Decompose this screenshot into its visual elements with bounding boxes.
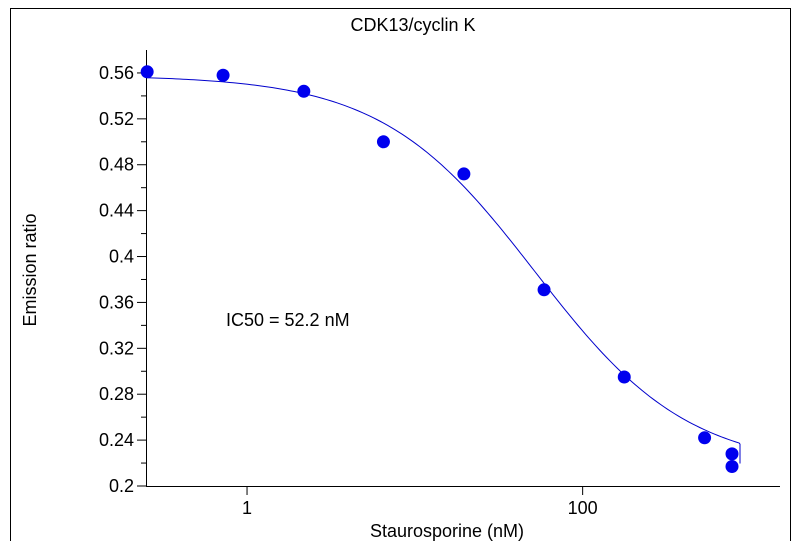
- data-point: [216, 68, 230, 82]
- y-tick-label: 0.44: [99, 201, 134, 221]
- y-tick-label: 0.32: [99, 338, 134, 358]
- data-point: [725, 459, 739, 473]
- x-tick-label: 100: [568, 498, 598, 518]
- data-points: [140, 65, 739, 473]
- data-point: [457, 167, 471, 181]
- x-axis-label: Staurosporine (nM): [370, 521, 524, 541]
- y-tick-label: 0.28: [99, 384, 134, 404]
- y-tick-label: 0.48: [99, 155, 134, 175]
- data-point: [376, 135, 390, 149]
- data-point: [297, 84, 311, 98]
- x-tick-label: 1: [242, 498, 252, 518]
- data-point: [698, 431, 712, 445]
- y-tick-label: 0.36: [99, 292, 134, 312]
- data-point: [617, 370, 631, 384]
- data-point: [725, 447, 739, 461]
- figure-frame: [10, 8, 791, 541]
- y-axis-ticks: 0.2 0.24 0.28 0.32 0.36 0.4 0.44 0.48 0.52 0.56: [99, 63, 146, 496]
- x-axis-ticks: 1 100: [242, 486, 598, 518]
- ic50-annotation: IC50 = 52.2 nM: [226, 310, 350, 330]
- y-tick-label: 0.52: [99, 109, 134, 129]
- y-tick-label: 0.2: [109, 476, 134, 496]
- y-tick-label: 0.4: [109, 247, 134, 267]
- chart-title: CDK13/cyclin K: [350, 15, 475, 35]
- y-tick-label: 0.56: [99, 63, 134, 83]
- y-axis-label: Emission ratio: [20, 213, 40, 326]
- data-point: [140, 65, 154, 79]
- fit-curve: [147, 77, 741, 464]
- data-point: [537, 283, 551, 297]
- y-tick-label: 0.24: [99, 430, 134, 450]
